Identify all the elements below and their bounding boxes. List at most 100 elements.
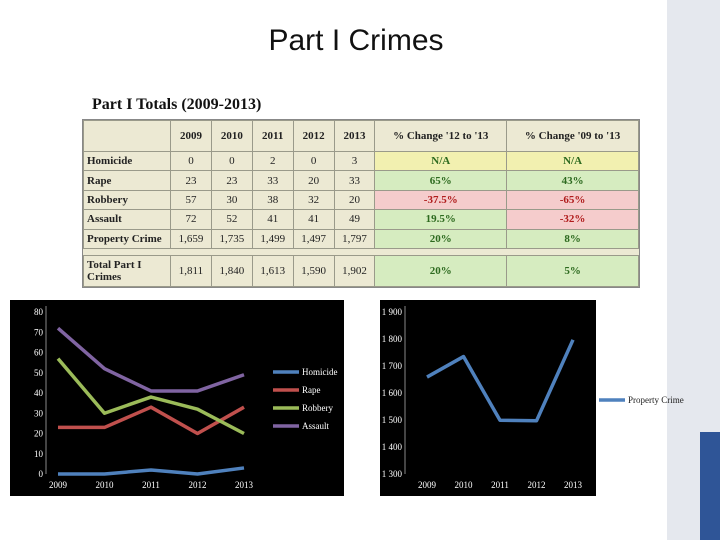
table-cell: 1,902 — [333, 255, 376, 287]
slide-title: Part I Crimes — [268, 24, 444, 57]
row-label: Assault — [83, 209, 171, 230]
table-cell: 33 — [333, 170, 376, 191]
table-row: Rape 23 23 33 20 33 65% 43% — [83, 170, 639, 191]
table-cell: 32 — [292, 189, 335, 211]
y-tick-label: 1 800 — [382, 334, 403, 344]
x-tick-label: 2009 — [418, 480, 437, 490]
y-tick-label: 1 500 — [382, 415, 403, 425]
table-row: Total Part I Crimes 1,811 1,840 1,613 1,590 1… — [83, 255, 639, 287]
change-12-13-cell: N/A — [374, 150, 508, 172]
table-row: Homicide 0 0 2 0 3 N/A N/A — [83, 150, 639, 172]
x-tick-label: 2009 — [49, 480, 68, 490]
property-crime-chart: 1 300 1 400 1 500 1 600 1 700 1 800 1 900 2009 2… — [380, 300, 696, 496]
table-cell: 41 — [292, 209, 335, 230]
y-tick-label: 30 — [34, 408, 44, 418]
violent-crimes-svg: 0 10 20 30 40 50 60 70 80 2009 2010 2011 2012 2013 Hom… — [34, 306, 338, 490]
table-cell: 1,659 — [170, 228, 212, 250]
y-tick-label: 50 — [34, 368, 44, 378]
y-tick-label: 1 700 — [382, 361, 403, 371]
legend-label: Robbery — [302, 403, 333, 413]
table-header-cell: % Change '09 to '13 — [506, 120, 639, 152]
y-tick-label: 1 400 — [382, 442, 403, 452]
table-row: Property Crime 1,659 1,735 1,499 1,497 1,797 2… — [83, 228, 639, 250]
table-spacer-row — [83, 248, 639, 256]
series-line-homicide — [58, 466, 245, 476]
table-header-row: 2009 2010 2011 2012 2013% Change '12 to '13%… — [83, 120, 639, 152]
table-cell: 1,590 — [292, 255, 335, 287]
crime-table: 2009 2010 2011 2012 2013% Change '12 to '13%… — [83, 120, 639, 287]
crime-table-container: 2009 2010 2011 2012 2013% Change '12 to '13%… — [82, 119, 640, 288]
table-cell: 23 — [210, 170, 253, 191]
table-cell: 1,811 — [170, 255, 212, 287]
legend-label: Assault — [302, 421, 329, 431]
table-header-cell: 2011 — [251, 120, 294, 152]
decorative-block — [700, 432, 720, 540]
table-cell: 41 — [251, 209, 294, 230]
table-cell: 30 — [210, 189, 253, 211]
y-tick-label: 40 — [34, 388, 44, 398]
legend-label: Property Crime — [628, 395, 684, 405]
x-tick-label: 2013 — [235, 480, 254, 490]
table-cell: 1,840 — [210, 255, 253, 287]
table-cell: 1,499 — [251, 228, 294, 250]
change-12-13-cell: 20% — [374, 255, 508, 287]
y-tick-label: 1 900 — [382, 307, 403, 317]
series-line-assault — [56, 326, 245, 393]
table-cell: 57 — [170, 189, 212, 211]
x-tick-label: 2012 — [528, 480, 546, 490]
table-cell: 20 — [292, 170, 335, 191]
row-label: Robbery — [83, 189, 171, 211]
change-12-13-cell: -37.5% — [374, 189, 508, 211]
table-row: Robbery 57 30 38 32 20 -37.5% -65% — [83, 189, 639, 211]
violent-crimes-chart: 0 10 20 30 40 50 60 70 80 2009 2010 2011 2012 2013 Hom… — [10, 300, 344, 496]
table-header-cell: 2012 — [292, 120, 335, 152]
change-12-13-cell: 65% — [374, 170, 508, 191]
row-label: Homicide — [83, 150, 171, 172]
y-tick-label: 1 300 — [382, 469, 403, 479]
table-cell: 0 — [292, 150, 335, 172]
table-cell: 72 — [170, 209, 212, 230]
table-cell: 52 — [210, 209, 253, 230]
change-09-13-cell: -32% — [506, 209, 639, 230]
change-12-13-cell: 19.5% — [374, 209, 508, 230]
table-header-cell — [83, 120, 171, 152]
table-cell: 38 — [251, 189, 294, 211]
table-cell: 23 — [170, 170, 212, 191]
table-cell: 49 — [333, 209, 376, 230]
change-09-13-cell: -65% — [506, 189, 639, 211]
table-header-cell: 2009 — [170, 120, 212, 152]
table-title: Part I Totals (2009-2013) — [92, 96, 262, 113]
table-cell: 2 — [251, 150, 294, 172]
table-cell: 1,497 — [292, 228, 335, 250]
x-tick-label: 2011 — [142, 480, 160, 490]
table-cell: 0 — [210, 150, 253, 172]
x-tick-label: 2011 — [491, 480, 509, 490]
spacer-cell — [83, 248, 639, 256]
table-cell: 3 — [333, 150, 376, 172]
row-label: Total Part I Crimes — [83, 255, 171, 287]
x-tick-label: 2012 — [189, 480, 207, 490]
x-tick-label: 2010 — [455, 480, 474, 490]
y-tick-label: 10 — [34, 449, 44, 459]
table-cell: 0 — [170, 150, 212, 172]
change-09-13-cell: 43% — [506, 170, 639, 191]
row-label: Rape — [83, 170, 171, 191]
change-09-13-cell: 5% — [506, 255, 639, 287]
legend-label: Rape — [302, 385, 321, 395]
table-cell: 1,735 — [210, 228, 253, 250]
table-header-cell: 2013 — [333, 120, 376, 152]
table-cell: 1,797 — [333, 228, 376, 250]
x-tick-label: 2010 — [96, 480, 115, 490]
y-tick-label: 1 600 — [382, 388, 403, 398]
legend-label: Homicide — [302, 367, 338, 377]
table-header-cell: % Change '12 to '13 — [374, 120, 508, 152]
table-cell: 20 — [333, 189, 376, 211]
change-09-13-cell: N/A — [506, 150, 639, 172]
y-tick-label: 70 — [34, 327, 44, 337]
change-09-13-cell: 8% — [506, 228, 639, 250]
y-tick-label: 80 — [34, 307, 44, 317]
table-header-cell: 2010 — [210, 120, 253, 152]
table-cell: 1,613 — [251, 255, 294, 287]
x-tick-label: 2013 — [564, 480, 583, 490]
y-tick-label: 60 — [34, 348, 44, 358]
